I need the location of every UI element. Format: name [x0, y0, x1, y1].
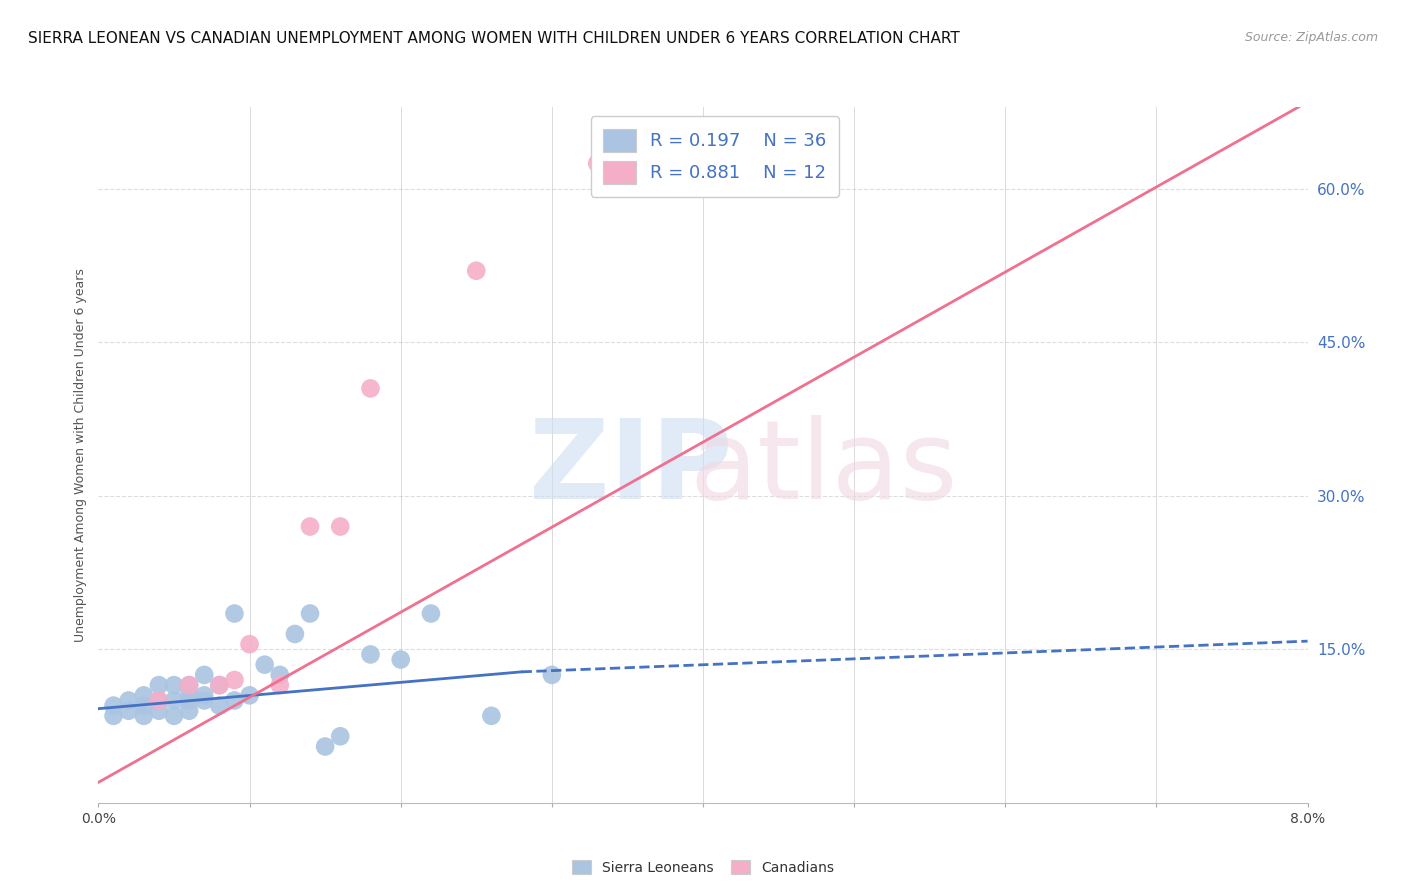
- Legend: Sierra Leoneans, Canadians: Sierra Leoneans, Canadians: [567, 855, 839, 880]
- Point: [208, 698, 231, 713]
- Point: [269, 678, 291, 692]
- Point: [179, 689, 201, 703]
- Point: [103, 698, 125, 713]
- Point: [420, 607, 443, 621]
- Point: [132, 698, 155, 713]
- Point: [163, 708, 186, 723]
- Point: [208, 678, 231, 692]
- Point: [360, 381, 382, 395]
- Point: [253, 657, 276, 672]
- Point: [179, 678, 201, 692]
- Point: [329, 519, 352, 533]
- Y-axis label: Unemployment Among Women with Children Under 6 years: Unemployment Among Women with Children U…: [75, 268, 87, 642]
- Point: [299, 519, 322, 533]
- Point: [224, 673, 246, 687]
- Point: [148, 678, 170, 692]
- Point: [193, 693, 215, 707]
- Point: [118, 693, 141, 707]
- Point: [208, 678, 231, 692]
- Point: [284, 627, 307, 641]
- Point: [132, 708, 155, 723]
- Point: [465, 264, 488, 278]
- Point: [132, 689, 155, 703]
- Point: [193, 689, 215, 703]
- Point: [179, 678, 201, 692]
- Point: [118, 704, 141, 718]
- Text: atlas: atlas: [690, 416, 957, 523]
- Point: [329, 729, 352, 743]
- Point: [314, 739, 336, 754]
- Point: [148, 704, 170, 718]
- Point: [103, 708, 125, 723]
- Legend: R = 0.197    N = 36, R = 0.881    N = 12: R = 0.197 N = 36, R = 0.881 N = 12: [591, 116, 839, 197]
- Point: [239, 689, 262, 703]
- Point: [148, 693, 170, 707]
- Point: [269, 668, 291, 682]
- Point: [389, 652, 412, 666]
- Point: [692, 141, 714, 155]
- Point: [193, 668, 215, 682]
- Point: [163, 693, 186, 707]
- Point: [224, 607, 246, 621]
- Point: [148, 693, 170, 707]
- Point: [239, 637, 262, 651]
- Point: [586, 156, 609, 170]
- Point: [299, 607, 322, 621]
- Point: [541, 668, 564, 682]
- Point: [179, 704, 201, 718]
- Point: [224, 693, 246, 707]
- Point: [360, 648, 382, 662]
- Point: [163, 678, 186, 692]
- Text: ZIP: ZIP: [529, 416, 733, 523]
- Point: [179, 693, 201, 707]
- Point: [481, 708, 503, 723]
- Text: SIERRA LEONEAN VS CANADIAN UNEMPLOYMENT AMONG WOMEN WITH CHILDREN UNDER 6 YEARS : SIERRA LEONEAN VS CANADIAN UNEMPLOYMENT …: [28, 31, 960, 46]
- Text: Source: ZipAtlas.com: Source: ZipAtlas.com: [1244, 31, 1378, 45]
